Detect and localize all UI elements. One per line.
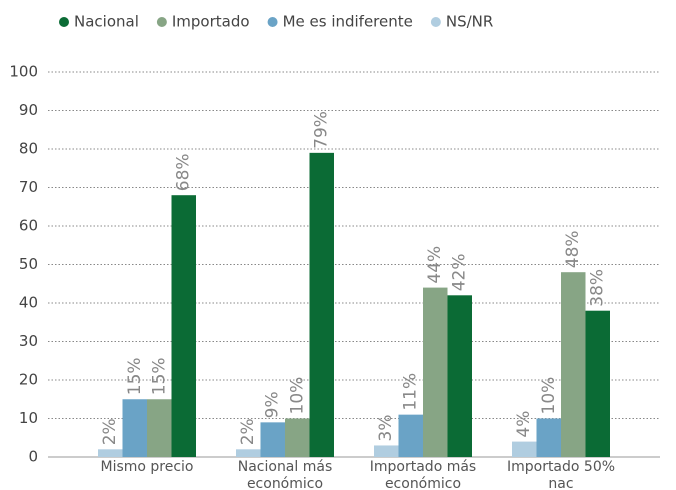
y-tick-label: 60 [19, 217, 38, 235]
value-label: 42% [450, 254, 470, 292]
value-label: 4% [514, 411, 534, 438]
y-tick-label: 80 [19, 140, 38, 158]
x-tick-label: Mismo precio [100, 459, 194, 475]
x-tick-label: Importado 50% nac [506, 459, 616, 490]
bar [423, 287, 448, 457]
legend-label: Importado [172, 13, 250, 31]
legend-marker [156, 17, 167, 27]
bar [398, 414, 423, 457]
value-label: 38% [588, 269, 608, 307]
y-tick-label: 0 [28, 448, 38, 466]
legend-marker [267, 17, 278, 27]
value-label: 15% [125, 357, 145, 395]
legend-label: NS/NR [446, 13, 493, 31]
x-tick-label: Importado más económico [369, 459, 477, 490]
value-label: 10% [539, 377, 559, 415]
bar [285, 418, 310, 457]
y-tick-label: 100 [9, 63, 38, 81]
value-label: 3% [376, 414, 396, 441]
legend-label: Nacional [74, 13, 139, 31]
y-tick-label: 30 [19, 332, 38, 350]
bar [98, 449, 123, 457]
legend-label: Me es indiferente [283, 13, 413, 31]
y-tick-label: 50 [19, 255, 38, 273]
value-label: 44% [425, 246, 445, 284]
value-label: 79% [312, 111, 332, 149]
bar [260, 422, 285, 457]
y-tick-label: 90 [19, 101, 38, 119]
x-tick-label: Nacional más económico [237, 459, 333, 490]
y-tick-label: 20 [19, 371, 38, 389]
value-label: 10% [287, 377, 307, 415]
y-tick-label: 70 [19, 178, 38, 196]
bar [171, 195, 196, 457]
bar [374, 445, 399, 457]
value-label: 2% [238, 418, 258, 445]
value-label: 15% [149, 357, 169, 395]
value-label: 11% [401, 373, 421, 411]
bar [447, 295, 472, 457]
value-label: 68% [174, 153, 194, 191]
bar [309, 152, 334, 457]
bar [536, 418, 561, 457]
bar [561, 272, 586, 457]
value-label: 48% [563, 230, 583, 268]
legend-marker [430, 17, 441, 27]
value-label: 9% [263, 391, 283, 418]
bar [585, 310, 610, 457]
y-tick-label: 40 [19, 294, 38, 312]
bar [147, 399, 172, 457]
legend-marker [59, 17, 69, 27]
bar [236, 449, 261, 457]
value-label: 2% [100, 418, 120, 445]
bar [512, 441, 537, 457]
y-tick-label: 10 [19, 409, 38, 427]
bar [122, 399, 147, 457]
